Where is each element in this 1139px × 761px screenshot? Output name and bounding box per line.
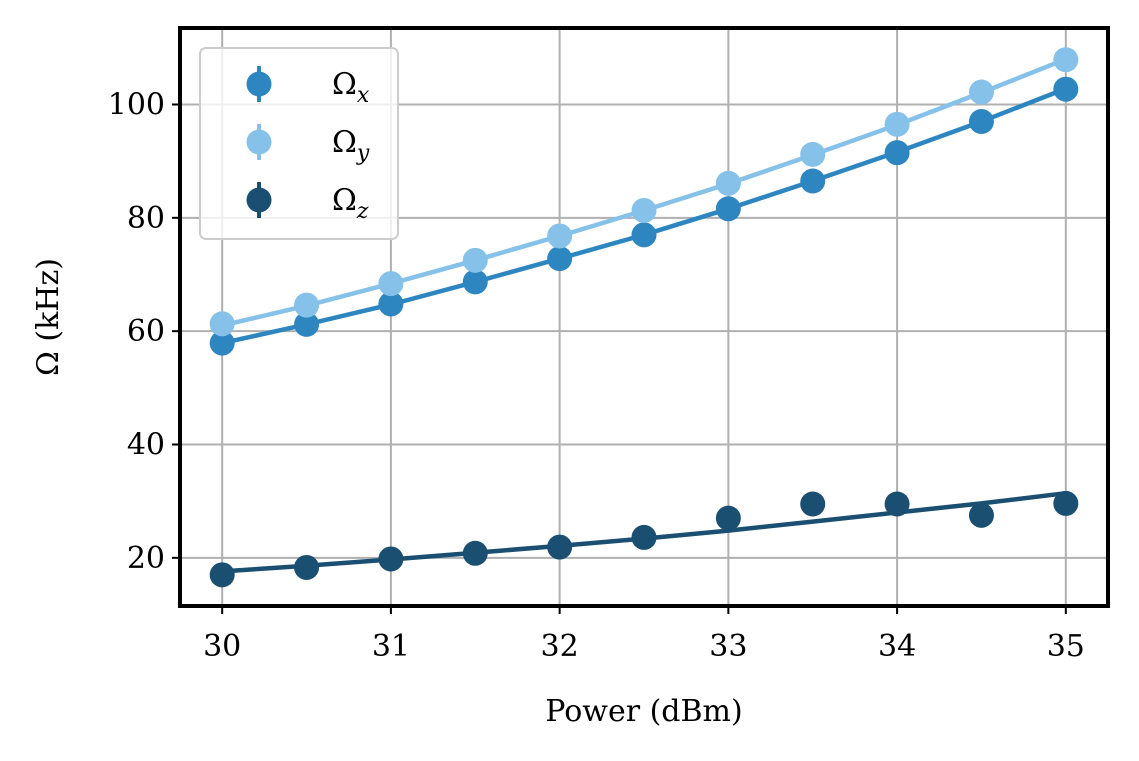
x-ticks: 30 31 32 33 34 35 [203, 606, 1085, 664]
data-point [378, 291, 404, 317]
series-y-points [209, 47, 1079, 337]
data-point [631, 524, 657, 550]
data-point [968, 109, 994, 134]
data-point [209, 311, 235, 337]
legend-label-base: Ω [332, 125, 357, 160]
legend-entry-y: Ωy [246, 124, 370, 166]
x-tick-label: 32 [541, 629, 579, 664]
data-point [547, 534, 573, 560]
x-tick-label: 30 [203, 629, 241, 664]
data-point [884, 140, 910, 166]
y-tick-label: 40 [127, 428, 165, 463]
y-axis-label: Ω (kHz) [31, 258, 66, 376]
legend-label-sub: x [357, 83, 370, 108]
series-x-points [209, 76, 1079, 356]
data-point [378, 271, 404, 297]
legend-marker [246, 71, 272, 97]
x-axis-label: Power (dBm) [545, 694, 742, 729]
data-point [209, 562, 235, 588]
data-point [800, 141, 826, 167]
y-ticks: 20 40 60 80 100 [108, 88, 180, 576]
data-point [631, 197, 657, 223]
x-tick-label: 31 [372, 629, 410, 664]
legend-label: Ωz [332, 183, 369, 224]
x-tick-label: 35 [1047, 629, 1085, 664]
legend-entry-x: Ωx [246, 66, 370, 108]
legend-label: Ωy [332, 125, 370, 166]
data-point [294, 311, 320, 337]
data-point [209, 330, 235, 356]
y-tick-label: 20 [127, 541, 165, 576]
data-point [1053, 47, 1079, 73]
data-point [294, 292, 320, 318]
legend-marker [246, 129, 272, 155]
legend-box [199, 47, 399, 240]
legend-marker [246, 187, 272, 213]
data-point [462, 247, 488, 273]
data-point [715, 170, 741, 196]
legend-label-sub: z [356, 199, 369, 224]
series-z-points [209, 490, 1079, 588]
data-point [884, 491, 910, 517]
data-point [800, 491, 826, 517]
legend-label-sub: y [356, 141, 370, 166]
y-tick-label: 60 [127, 314, 165, 349]
data-point [800, 168, 826, 194]
data-point [715, 505, 741, 531]
legend-label: Ωx [332, 67, 370, 108]
y-tick-label: 80 [127, 201, 165, 236]
y-tick-label: 100 [108, 88, 165, 123]
data-point [294, 554, 320, 580]
data-point [547, 246, 573, 272]
data-point [378, 546, 404, 572]
x-tick-label: 33 [709, 629, 747, 664]
plot-frame [178, 26, 1110, 608]
data-point [715, 196, 741, 222]
data-point [547, 223, 573, 249]
legend-label-base: Ω [332, 67, 357, 102]
data-point [1053, 76, 1079, 102]
data-point [631, 222, 657, 248]
data-point [1053, 490, 1079, 516]
data-point [462, 269, 488, 295]
legend-label-base: Ω [332, 183, 357, 218]
data-points [209, 47, 1079, 588]
data-point [884, 111, 910, 137]
data-point [968, 502, 994, 528]
data-point [968, 79, 994, 105]
data-point [462, 540, 488, 566]
x-tick-label: 34 [878, 629, 916, 664]
legend-entry-z: Ωz [246, 182, 369, 224]
